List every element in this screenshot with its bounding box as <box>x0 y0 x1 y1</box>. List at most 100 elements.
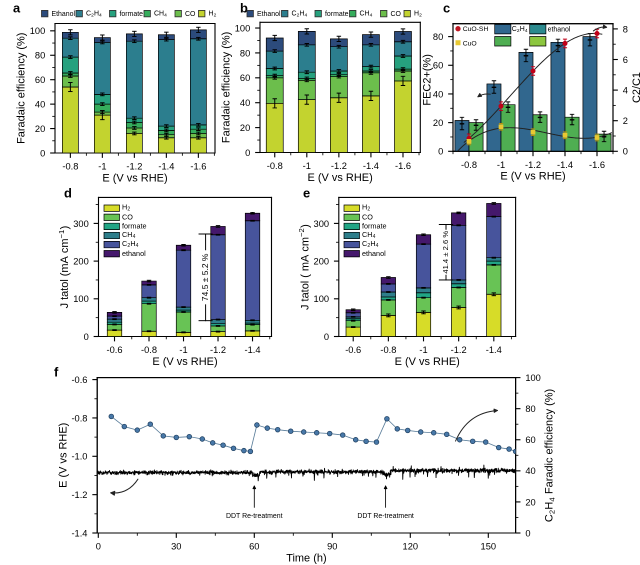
svg-text:-1.4: -1.4 <box>245 345 261 355</box>
svg-text:C H 2 4: C H 2 4 <box>122 226 142 252</box>
svg-text:150: 150 <box>481 541 497 551</box>
svg-text:b: b <box>240 1 248 16</box>
svg-text:C H F: C H F a r a d i c e f f i c i e n c y ( <box>533 383 560 522</box>
svg-text:-1.2: -1.2 <box>71 490 87 500</box>
svg-text:40: 40 <box>433 89 443 99</box>
svg-text:C H 4: C H 4 <box>122 217 139 242</box>
svg-text:ethanol: ethanol <box>362 249 386 258</box>
svg-text:0: 0 <box>324 332 329 342</box>
svg-text:0: 0 <box>438 147 443 157</box>
svg-text:300: 300 <box>73 219 89 229</box>
svg-text:100: 100 <box>73 294 89 304</box>
svg-text:100: 100 <box>525 373 541 383</box>
svg-text:Time (h): Time (h) <box>286 552 326 564</box>
svg-text:40: 40 <box>240 98 250 108</box>
svg-text:formate: formate <box>122 221 146 230</box>
svg-text:-1: -1 <box>98 161 106 171</box>
svg-text:80: 80 <box>240 48 250 58</box>
svg-text:E (V vs RHE): E (V vs RHE) <box>395 356 460 368</box>
svg-text:DDT Re-treatment: DDT Re-treatment <box>357 513 414 520</box>
svg-text:20: 20 <box>433 118 443 128</box>
svg-text:C H 4: C H 4 <box>362 217 379 242</box>
svg-text:CuO-SH: CuO-SH <box>463 26 489 33</box>
svg-text:100: 100 <box>235 23 251 33</box>
svg-text:CO: CO <box>185 11 196 18</box>
svg-text:20: 20 <box>240 123 250 133</box>
svg-text:Ethanol: Ethanol <box>52 11 76 18</box>
svg-text:-1: -1 <box>497 160 505 170</box>
svg-text:Faradaic efficiency (%): Faradaic efficiency (%) <box>16 33 28 144</box>
svg-text:d: d <box>64 186 72 201</box>
svg-text:H 2: H 2 <box>122 189 133 214</box>
svg-text:formate: formate <box>362 221 386 230</box>
svg-text:120: 120 <box>403 541 419 551</box>
svg-text:C H 2 4: C H 2 4 <box>292 0 311 22</box>
svg-text:-1.2: -1.2 <box>210 345 226 355</box>
svg-text:CuO: CuO <box>463 40 477 47</box>
svg-text:8: 8 <box>623 24 628 34</box>
svg-text:E (V vs RHE): E (V vs RHE) <box>500 171 565 183</box>
svg-text:C H 4: C H 4 <box>154 0 170 20</box>
svg-text:ethanol: ethanol <box>122 249 146 258</box>
svg-text:-1.6: -1.6 <box>395 161 411 171</box>
svg-text:2: 2 <box>623 116 628 126</box>
svg-text:DDT Re-treatment: DDT Re-treatment <box>226 513 283 520</box>
svg-text:C H 2 4: C H 2 4 <box>512 11 531 37</box>
svg-text:80: 80 <box>433 32 443 42</box>
svg-text:-0.8: -0.8 <box>380 345 396 355</box>
svg-text:0: 0 <box>525 528 530 538</box>
svg-text:-0.8: -0.8 <box>71 413 87 423</box>
svg-text:60: 60 <box>525 435 535 445</box>
svg-text:60: 60 <box>240 73 250 83</box>
svg-text:40: 40 <box>35 100 45 110</box>
svg-text:-1: -1 <box>303 161 311 171</box>
svg-text:-0.8: -0.8 <box>62 161 78 171</box>
svg-text:J t a: J t a t o l ( m A c m ) − 2 <box>284 218 313 310</box>
svg-text:-1: -1 <box>419 345 427 355</box>
svg-text:0: 0 <box>245 148 250 158</box>
svg-text:C H 2 4: C H 2 4 <box>86 0 105 22</box>
svg-text:-0.8: -0.8 <box>461 160 477 170</box>
svg-text:C H 4: C H 4 <box>360 0 376 20</box>
svg-text:J t a: J t a t o l ( m A c m ) − 1 <box>44 220 73 309</box>
svg-text:-1.0: -1.0 <box>71 452 87 462</box>
svg-text:Faradaic efficiency (%): Faradaic efficiency (%) <box>221 32 233 143</box>
svg-text:60: 60 <box>433 61 443 71</box>
svg-text:200: 200 <box>73 256 89 266</box>
svg-text:100: 100 <box>314 294 330 304</box>
svg-text:0: 0 <box>84 332 89 342</box>
svg-text:-1.4: -1.4 <box>158 161 174 171</box>
svg-text:20: 20 <box>35 124 45 134</box>
svg-text:200: 200 <box>314 256 330 266</box>
svg-text:E (V vs RHE): E (V vs RHE) <box>57 423 69 488</box>
svg-text:-1.6: -1.6 <box>190 161 206 171</box>
svg-text:f: f <box>54 365 59 380</box>
svg-text:60: 60 <box>35 75 45 85</box>
svg-text:100: 100 <box>30 26 46 36</box>
svg-text:H 2: H 2 <box>362 189 373 214</box>
svg-text:-1.2: -1.2 <box>331 161 347 171</box>
svg-text:H 2: H 2 <box>414 0 425 20</box>
svg-text:60: 60 <box>249 541 259 551</box>
svg-text:formate: formate <box>120 11 144 18</box>
svg-text:30: 30 <box>171 541 181 551</box>
svg-text:C H 2 4: C H 2 4 <box>362 226 382 252</box>
svg-text:-0.6: -0.6 <box>106 345 122 355</box>
svg-text:a: a <box>13 1 21 16</box>
svg-text:-1.6: -1.6 <box>589 160 605 170</box>
svg-text:-0.6: -0.6 <box>345 345 361 355</box>
svg-text:-1.4: -1.4 <box>363 161 379 171</box>
svg-text:0: 0 <box>96 541 101 551</box>
svg-text:-1.2: -1.2 <box>525 160 541 170</box>
svg-text:6: 6 <box>623 55 628 65</box>
svg-text:C2/C1: C2/C1 <box>631 72 640 103</box>
svg-text:-1.2: -1.2 <box>126 161 142 171</box>
svg-text:300: 300 <box>314 219 330 229</box>
svg-text:80: 80 <box>35 51 45 61</box>
svg-text:0: 0 <box>40 148 45 158</box>
svg-text:CO: CO <box>391 11 402 18</box>
svg-text:Ethanol: Ethanol <box>257 11 281 18</box>
svg-text:40: 40 <box>525 466 535 476</box>
svg-text:E (V vs RHE): E (V vs RHE) <box>308 172 373 184</box>
svg-text:0: 0 <box>623 147 628 157</box>
